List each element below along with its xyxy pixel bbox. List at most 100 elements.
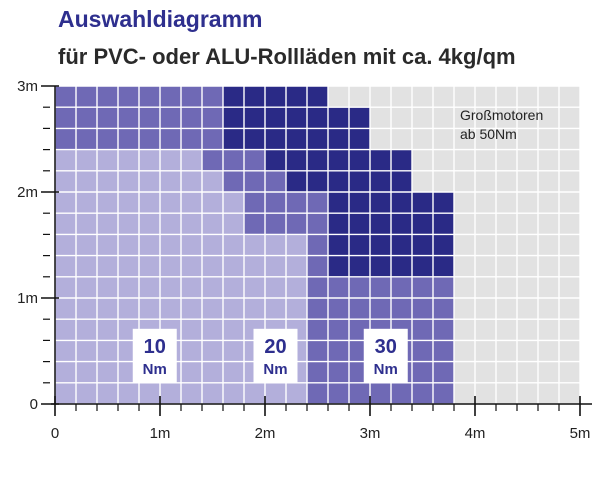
grid-cell (307, 382, 328, 404)
grid-cell (55, 298, 76, 320)
grid-cell (55, 382, 76, 404)
grid-cell (328, 340, 349, 362)
grid-cell (391, 298, 412, 320)
grid-cell (97, 170, 118, 192)
grid-cell (181, 255, 202, 277)
grid-cell (139, 107, 160, 129)
grid-cell (55, 107, 76, 129)
grid-cell (244, 170, 265, 192)
grid-cell (181, 382, 202, 404)
grid-cell (118, 234, 139, 256)
grid-cell (244, 255, 265, 277)
grid-cell (160, 128, 181, 150)
grid-cell (307, 107, 328, 129)
grid-cell (118, 149, 139, 171)
grid-cell (202, 192, 223, 214)
grid-cell (181, 170, 202, 192)
grid-cell (139, 128, 160, 150)
grid-cell (160, 234, 181, 256)
grid-cell (55, 213, 76, 235)
grid-cell (139, 192, 160, 214)
grid-cell (118, 192, 139, 214)
grid-cell (202, 170, 223, 192)
grid-cell (181, 149, 202, 171)
grid-cell (76, 170, 97, 192)
grid-cell (55, 128, 76, 150)
grid-cell (286, 128, 307, 150)
grid-cell (433, 298, 454, 320)
grid-cell (97, 192, 118, 214)
grid-cell (370, 234, 391, 256)
x-tick-label: 1m (150, 425, 171, 442)
grid-cell (118, 107, 139, 129)
grid-cell (118, 86, 139, 108)
grid-cell (286, 107, 307, 129)
grid-cell (286, 170, 307, 192)
grid-cell (55, 170, 76, 192)
grid-cell (265, 86, 286, 108)
series-label-value: 10 (144, 336, 166, 358)
grid-cell (265, 382, 286, 404)
grid-cell (328, 107, 349, 129)
grid-cell (349, 382, 370, 404)
grid-cell (160, 107, 181, 129)
grid-cell (118, 255, 139, 277)
y-tick-label: 2m (17, 184, 38, 201)
grid-cell (181, 298, 202, 320)
grid-cell (244, 382, 265, 404)
grid-cell (223, 340, 244, 362)
grid-cell (139, 170, 160, 192)
grid-cell (391, 255, 412, 277)
grid-cell (307, 192, 328, 214)
grid-cell (55, 319, 76, 341)
grid-cell (349, 149, 370, 171)
grid-cell (307, 276, 328, 298)
grid-cell (139, 382, 160, 404)
grid-cell (265, 107, 286, 129)
grid-cell (307, 234, 328, 256)
grid-cell (97, 234, 118, 256)
grid-cell (265, 192, 286, 214)
grid-cell (370, 382, 391, 404)
grid-cell (433, 192, 454, 214)
grid-cell (328, 128, 349, 150)
grid-cell (223, 149, 244, 171)
grid-cell (181, 192, 202, 214)
grid-cell (181, 361, 202, 383)
grid-cell (97, 382, 118, 404)
series-labels: 10 Nm 20 Nm 30 Nm (132, 328, 408, 383)
series-label-box (253, 328, 298, 383)
grid-cell (55, 234, 76, 256)
grid-cell (160, 382, 181, 404)
grid-cell (286, 234, 307, 256)
grid-cell (76, 276, 97, 298)
grid-cell (307, 340, 328, 362)
grid-cell (202, 382, 223, 404)
grid-cell (349, 276, 370, 298)
grid-cell (328, 361, 349, 383)
grid-cell (370, 170, 391, 192)
grid-cell (433, 319, 454, 341)
grid-cell (307, 170, 328, 192)
grid-cell (433, 234, 454, 256)
grid-cell (412, 298, 433, 320)
grid-cell (265, 276, 286, 298)
grid-cell (265, 170, 286, 192)
grid-cell (412, 213, 433, 235)
grid-cell (349, 213, 370, 235)
grid-cell (202, 361, 223, 383)
grid-cell (97, 255, 118, 277)
grid-cell (139, 276, 160, 298)
x-tick-label: 2m (255, 425, 276, 442)
grid-cell (412, 234, 433, 256)
grid-cell (391, 192, 412, 214)
grid-cell (349, 298, 370, 320)
grid-cell (160, 170, 181, 192)
grid-cell (76, 128, 97, 150)
grid-cell (76, 234, 97, 256)
grid-cell (223, 361, 244, 383)
grid-cell (118, 213, 139, 235)
y-tick-label: 0 (30, 396, 38, 413)
grid-cell (160, 192, 181, 214)
grid-cell (181, 340, 202, 362)
